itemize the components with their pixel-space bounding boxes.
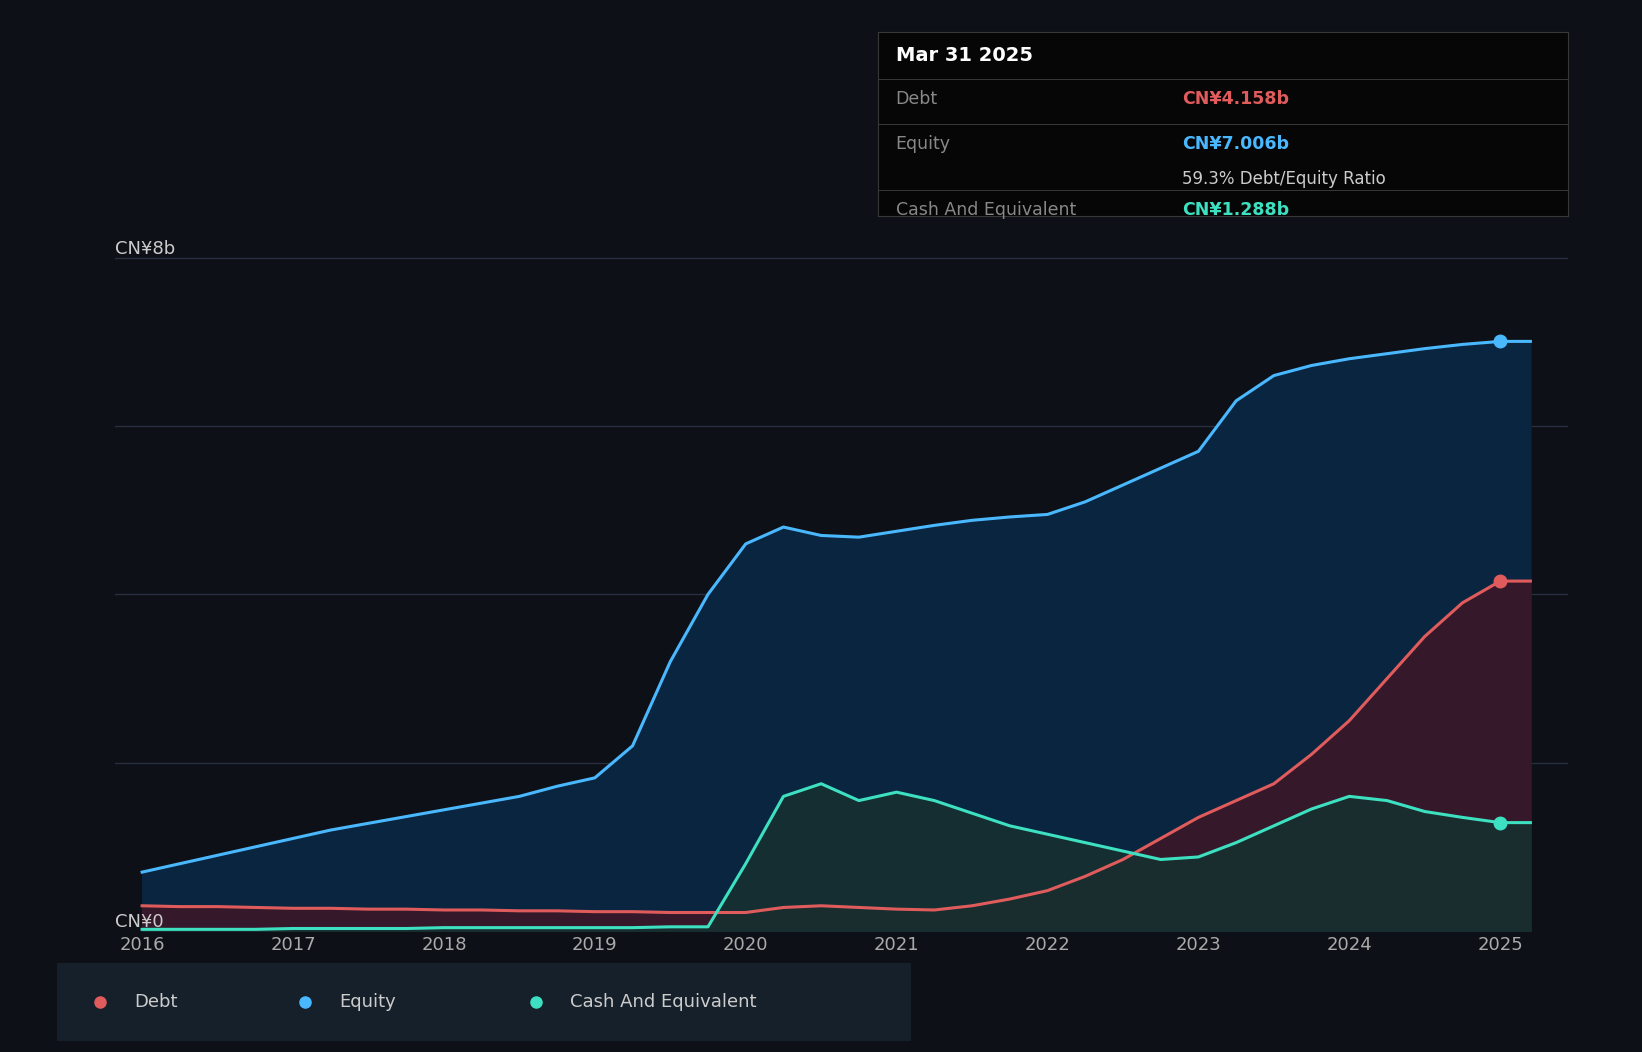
Text: CN¥4.158b: CN¥4.158b xyxy=(1182,90,1289,108)
Text: CN¥8b: CN¥8b xyxy=(115,240,176,258)
Text: Equity: Equity xyxy=(340,993,396,1011)
Text: CN¥0: CN¥0 xyxy=(115,913,164,931)
Text: Debt: Debt xyxy=(897,90,938,108)
Text: CN¥1.288b: CN¥1.288b xyxy=(1182,201,1289,219)
Text: Equity: Equity xyxy=(897,135,951,153)
Text: Debt: Debt xyxy=(135,993,177,1011)
Text: Cash And Equivalent: Cash And Equivalent xyxy=(570,993,757,1011)
Text: 59.3% Debt/Equity Ratio: 59.3% Debt/Equity Ratio xyxy=(1182,169,1386,187)
Text: CN¥7.006b: CN¥7.006b xyxy=(1182,135,1289,153)
Text: Cash And Equivalent: Cash And Equivalent xyxy=(897,201,1076,219)
Text: Mar 31 2025: Mar 31 2025 xyxy=(897,46,1033,65)
